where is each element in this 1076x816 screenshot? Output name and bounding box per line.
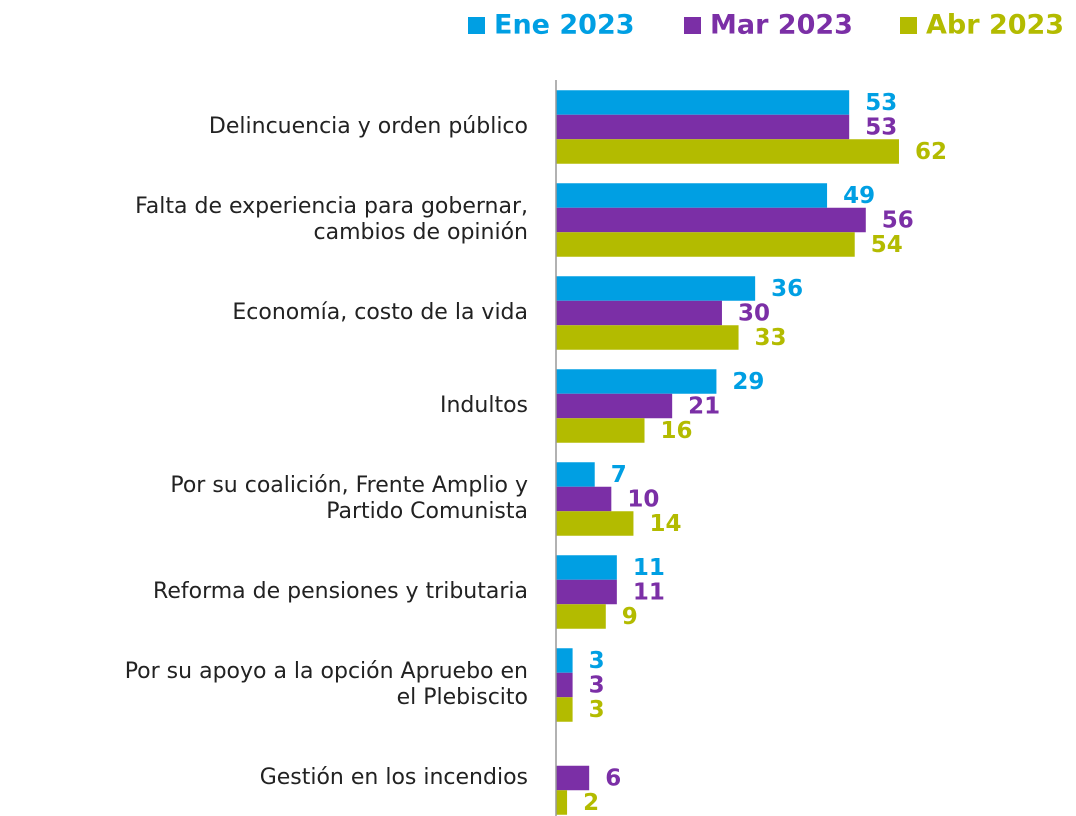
bar	[556, 183, 828, 208]
category-label: Por su apoyo a la opción Apruebo en el Pl…	[125, 659, 528, 710]
category-label: Delincuencia y orden público	[209, 114, 528, 139]
value-label: 21	[688, 394, 720, 420]
bar	[556, 232, 855, 257]
value-label: 16	[661, 418, 693, 444]
bar	[556, 486, 612, 512]
value-label: 3	[589, 673, 605, 699]
bar	[556, 765, 590, 791]
bar	[556, 369, 717, 394]
value-label: 56	[882, 208, 914, 234]
value-label: 29	[732, 369, 764, 395]
value-label: 33	[755, 325, 787, 351]
category-label: Gestión en los incendios	[260, 765, 528, 790]
value-label: 7	[611, 462, 627, 488]
value-label: 2	[583, 790, 599, 816]
value-label: 10	[627, 487, 659, 513]
bar	[556, 579, 617, 605]
bar	[556, 114, 850, 140]
value-label: 53	[865, 90, 897, 116]
value-label: 36	[771, 276, 803, 302]
legend-label: Ene 2023	[494, 10, 635, 41]
value-label: 54	[871, 232, 903, 258]
legend-swatch	[900, 17, 917, 34]
bar	[556, 207, 866, 233]
value-label: 11	[633, 580, 665, 606]
bar	[556, 462, 595, 487]
value-label: 53	[865, 115, 897, 141]
value-label: 49	[843, 183, 875, 209]
bar	[556, 300, 722, 326]
value-label: 3	[589, 648, 605, 674]
value-label: 14	[649, 511, 681, 537]
bar	[556, 90, 850, 115]
category-label: Economía, costo de la vida	[232, 300, 528, 325]
category-label: Falta de experiencia para gobernar, cambi…	[135, 194, 528, 245]
value-label: 11	[633, 555, 665, 581]
legend-swatch	[468, 17, 485, 34]
bar	[556, 393, 673, 419]
bar	[556, 697, 573, 722]
bar	[556, 790, 568, 815]
bar	[556, 648, 573, 673]
legend-swatch	[684, 17, 701, 34]
bar	[556, 276, 756, 301]
legend-label: Mar 2023	[710, 10, 853, 41]
value-label: 6	[605, 766, 621, 792]
bar	[556, 672, 573, 698]
category-label: Reforma de pensiones y tributaria	[153, 579, 528, 604]
value-label: 62	[915, 139, 947, 165]
value-label: 30	[738, 301, 770, 327]
bar	[556, 604, 606, 629]
value-label: 3	[589, 697, 605, 723]
category-label: Por su coalición, Frente Amplio y Partido…	[170, 473, 528, 524]
bar	[556, 555, 617, 580]
value-label: 9	[622, 604, 638, 630]
bar	[556, 139, 899, 164]
bar	[556, 418, 645, 443]
bar	[556, 511, 634, 536]
category-label: Indultos	[440, 393, 528, 418]
bar	[556, 325, 739, 350]
legend-label: Abr 2023	[926, 10, 1064, 41]
